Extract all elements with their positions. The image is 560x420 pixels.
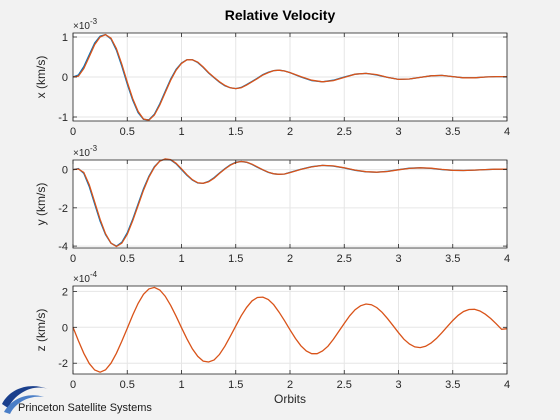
x-tick-label: 2.5 — [337, 379, 352, 391]
x-tick-label: 0.5 — [120, 253, 135, 265]
x-tick-label: 4 — [504, 126, 510, 138]
x-axis-label: Orbits — [274, 392, 306, 406]
y-exponent-label: ×10-4 — [73, 270, 98, 285]
x-tick-label: 4 — [504, 379, 510, 391]
x-tick-label: 2 — [287, 126, 293, 138]
x-tick-label: 3.5 — [445, 379, 460, 391]
y-tick-label: 2 — [62, 286, 68, 298]
y-tick-label: 0 — [62, 165, 68, 177]
chart-title: Relative Velocity — [225, 7, 336, 23]
x-tick-label: 0 — [70, 253, 76, 265]
y-exponent-label: ×10-3 — [73, 144, 98, 159]
x-tick-label: 1.5 — [228, 379, 243, 391]
y-tick-label: -2 — [58, 203, 68, 215]
subplot-panels: 0 0.5 1 1.5 2 2.5 3 3.5 4-101×10-3x (km/s)0 0.5 1 1… — [34, 17, 510, 391]
subplot-x: 0 0.5 1 1.5 2 2.5 3 3.5 4-101×10-3x (km/s) — [34, 17, 510, 138]
x-tick-label: 0.5 — [120, 379, 135, 391]
y-axis-label: z (km/s) — [34, 309, 48, 352]
y-tick-label: 0 — [62, 72, 68, 84]
x-tick-label: 2 — [287, 379, 293, 391]
grid — [72, 160, 508, 248]
x-tick-label: 1 — [178, 379, 184, 391]
y-tick-label: 0 — [62, 322, 68, 334]
y-tick-label: 1 — [62, 32, 68, 44]
logo-text: Princeton Satellite Systems — [18, 402, 152, 414]
x-tick-label: 0 — [70, 379, 76, 391]
x-tick-label: 4 — [504, 253, 510, 265]
x-tick-label: 2.5 — [337, 126, 352, 138]
x-tick-label: 1.5 — [228, 126, 243, 138]
x-tick-label: 3.5 — [445, 126, 460, 138]
x-tick-label: 1 — [178, 126, 184, 138]
company-logo: Princeton Satellite Systems — [2, 386, 152, 414]
x-tick-label: 1 — [178, 253, 184, 265]
x-tick-label: 2 — [287, 253, 293, 265]
x-tick-label: 2.5 — [337, 253, 352, 265]
x-tick-label: 0.5 — [120, 126, 135, 138]
grid — [72, 286, 508, 374]
series-line-z-1 — [72, 286, 508, 373]
y-tick-label: -2 — [58, 358, 68, 370]
y-axis-label: y (km/s) — [34, 183, 48, 226]
x-tick-label: 1.5 — [228, 253, 243, 265]
y-axis-label: x (km/s) — [34, 56, 48, 99]
subplot-y: 0 0.5 1 1.5 2 2.5 3 3.5 4 -4 -2 0 ×10-3 y (km/s) — [34, 144, 510, 265]
logo-swoosh-icon — [2, 386, 48, 414]
y-tick-label: -1 — [58, 112, 68, 124]
x-tick-label: 0 — [70, 126, 76, 138]
x-tick-label: 3 — [395, 379, 401, 391]
y-tick-label: -4 — [58, 241, 68, 253]
x-tick-label: 3.5 — [445, 253, 460, 265]
x-tick-label: 3 — [395, 253, 401, 265]
subplot-z: 0 0.5 1 1.5 2 2.5 3 3.5 4-202×10-4z (km/s) — [34, 270, 510, 391]
x-tick-label: 3 — [395, 126, 401, 138]
y-exponent-label: ×10-3 — [73, 17, 98, 32]
series-line-x-2 — [72, 33, 507, 121]
